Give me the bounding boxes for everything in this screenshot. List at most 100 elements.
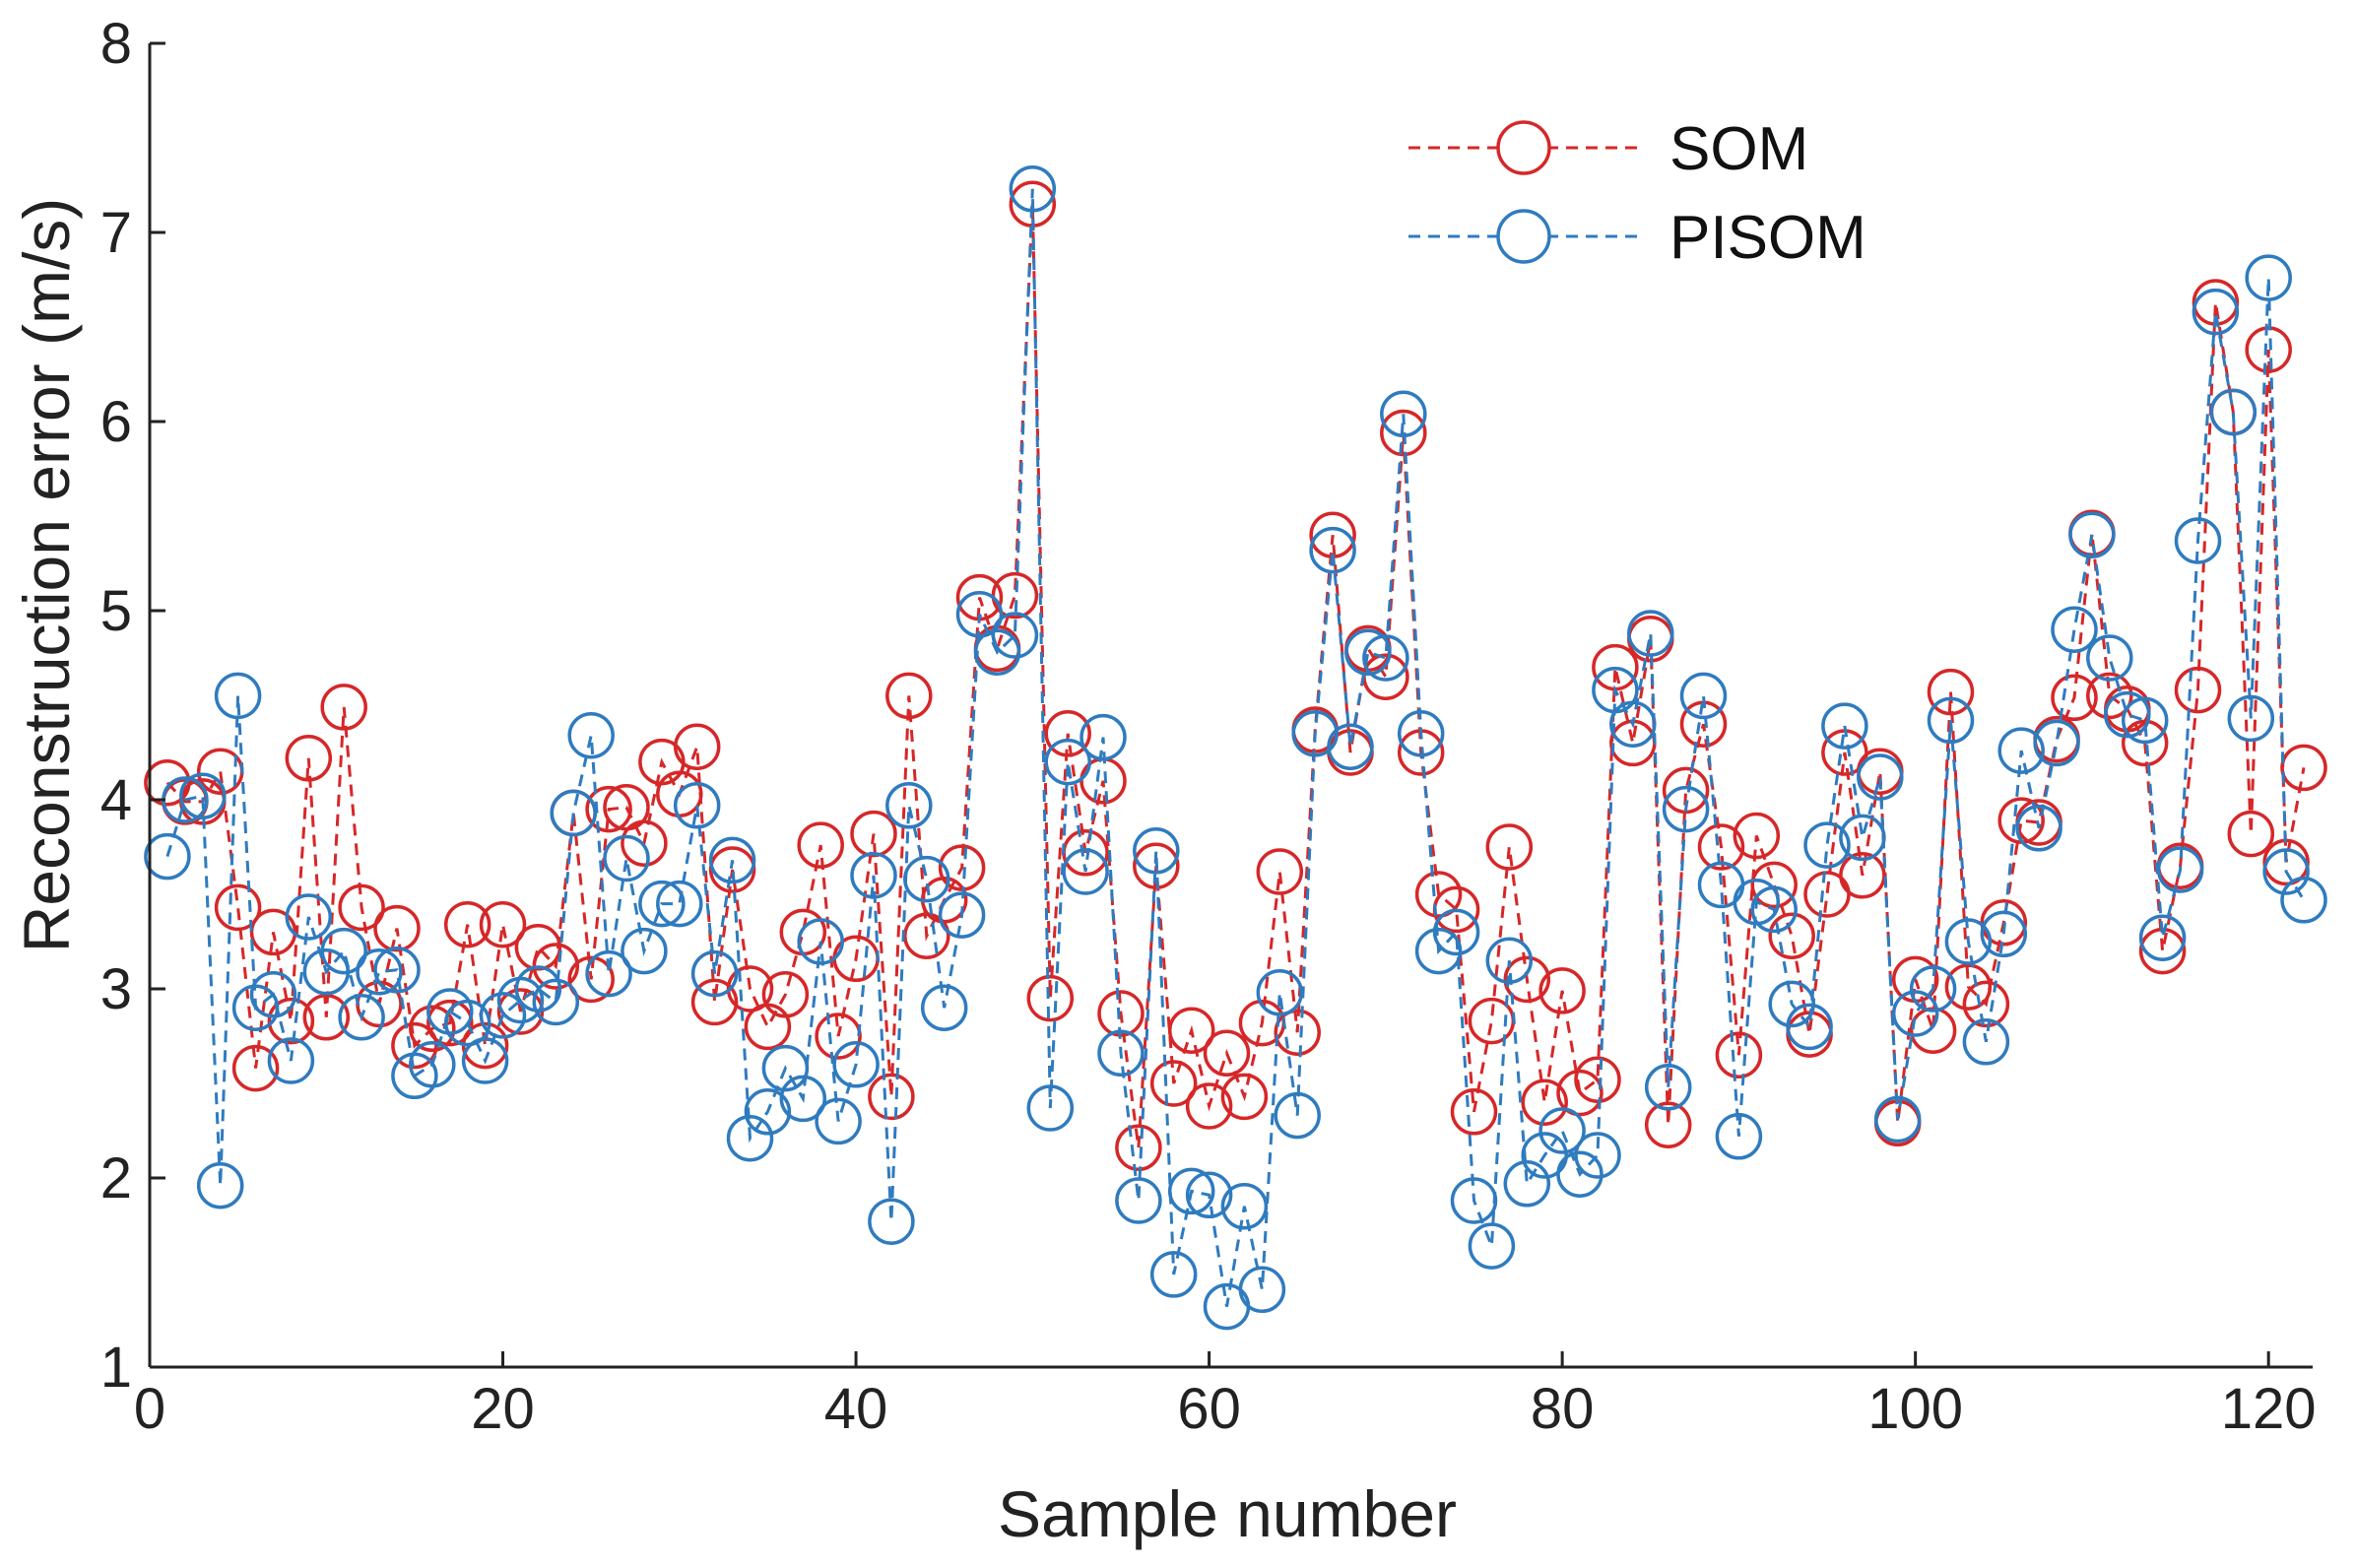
data-point-som [426, 999, 474, 1047]
series-pisom [144, 165, 2327, 1331]
data-point-som [391, 1021, 438, 1070]
data-point-som [373, 904, 421, 952]
y-tick-label: 8 [100, 12, 132, 76]
x-tick-label: 120 [2221, 1377, 2317, 1441]
data-point-pisom [409, 1041, 456, 1088]
data-point-pisom [2015, 805, 2062, 852]
data-point-som [1609, 719, 1657, 767]
data-point-som [1380, 409, 1427, 457]
data-point-som [1503, 955, 1551, 1004]
data-point-pisom [1362, 634, 1409, 682]
data-point-pisom [1556, 1150, 1603, 1198]
legend-marker-pisom [1496, 209, 1551, 264]
data-point-som [868, 1073, 915, 1121]
data-point-som [285, 735, 333, 782]
data-point-pisom [1786, 1003, 1833, 1051]
data-point-pisom [1256, 969, 1304, 1016]
data-point-pisom [1167, 1167, 1215, 1215]
x-tick-label: 40 [824, 1377, 888, 1441]
legend-label-som: SOM [1669, 115, 1808, 183]
data-point-pisom [1397, 710, 1445, 757]
data-point-pisom [1309, 526, 1356, 574]
data-point-som [1149, 1060, 1198, 1107]
data-point-som [690, 978, 739, 1026]
data-point-pisom [1414, 927, 1463, 975]
data-point-pisom [638, 880, 686, 928]
data-point-pisom [1909, 965, 1957, 1013]
data-point-pisom [2262, 848, 2310, 895]
x-axis-label: Sample number [998, 1477, 1457, 1550]
data-point-som [585, 785, 632, 833]
data-point-pisom [1432, 908, 1480, 956]
data-point-som [1220, 1073, 1269, 1121]
data-point-som [1485, 823, 1534, 871]
data-point-pisom [815, 1097, 862, 1145]
data-point-pisom [744, 1088, 792, 1136]
data-point-pisom [2280, 877, 2327, 924]
data-point-pisom [1503, 1160, 1551, 1208]
data-point-pisom [673, 782, 721, 829]
data-point-pisom [1980, 910, 2028, 958]
data-point-pisom [1627, 610, 1674, 657]
data-point-pisom [144, 832, 191, 881]
x-tick-label: 100 [1867, 1377, 1963, 1441]
series-som [144, 180, 2327, 1172]
data-point-pisom [850, 852, 897, 899]
data-point-som [1115, 1124, 1162, 1172]
data-point-som [1556, 1069, 1603, 1117]
data-point-som [231, 1044, 280, 1092]
data-point-som [1944, 963, 1993, 1011]
y-tick-label: 1 [100, 1336, 132, 1400]
data-point-pisom [1873, 1095, 1922, 1143]
data-point-som [1574, 1056, 1621, 1103]
data-point-som [2086, 672, 2133, 720]
data-point-pisom [1044, 738, 1091, 786]
y-tick-label: 3 [100, 957, 132, 1021]
data-point-pisom [1927, 696, 1975, 745]
data-point-pisom [356, 947, 403, 996]
data-point-pisom [1468, 1222, 1516, 1270]
data-point-pisom [567, 711, 615, 759]
data-point-som [2245, 326, 2292, 373]
data-point-som [2051, 674, 2098, 722]
data-point-pisom [1291, 710, 1339, 757]
data-point-som [1750, 861, 1798, 909]
data-point-som [1133, 842, 1180, 889]
data-point-pisom [1962, 1018, 2010, 1066]
data-point-som [267, 997, 315, 1045]
legend-marker-som [1496, 120, 1551, 175]
data-point-pisom [532, 978, 580, 1026]
data-point-pisom [2033, 719, 2080, 767]
data-point-som [1768, 912, 1815, 959]
data-point-pisom [249, 971, 297, 1018]
data-point-pisom [973, 628, 1021, 676]
data-point-pisom [1080, 713, 1127, 761]
data-point-som [409, 1005, 456, 1053]
x-tick-label: 80 [1531, 1377, 1595, 1441]
data-point-pisom [514, 965, 562, 1013]
y-tick-label: 2 [100, 1146, 132, 1210]
data-point-som [1839, 852, 1886, 899]
data-point-som [2121, 719, 2169, 767]
data-point-pisom [1997, 727, 2045, 774]
data-point-pisom [231, 984, 280, 1031]
data-point-pisom [1839, 814, 1886, 862]
data-point-som [1450, 1088, 1498, 1136]
data-point-pisom [1803, 821, 1851, 869]
x-tick-label: 0 [134, 1377, 165, 1441]
data-point-pisom [1857, 753, 1904, 801]
data-point-pisom [1097, 1029, 1145, 1078]
data-point-pisom [832, 1041, 880, 1088]
data-point-pisom [2227, 694, 2275, 743]
data-point-som [938, 844, 986, 891]
data-point-pisom [1750, 885, 1798, 934]
data-point-pisom [726, 1114, 774, 1162]
data-point-som [1715, 1031, 1763, 1078]
data-point-pisom [320, 927, 367, 975]
data-point-som [320, 684, 367, 731]
data-point-pisom [1891, 990, 1939, 1037]
data-point-pisom [1026, 1084, 1075, 1132]
data-point-pisom [285, 893, 333, 941]
y-tick-label: 7 [100, 201, 132, 265]
